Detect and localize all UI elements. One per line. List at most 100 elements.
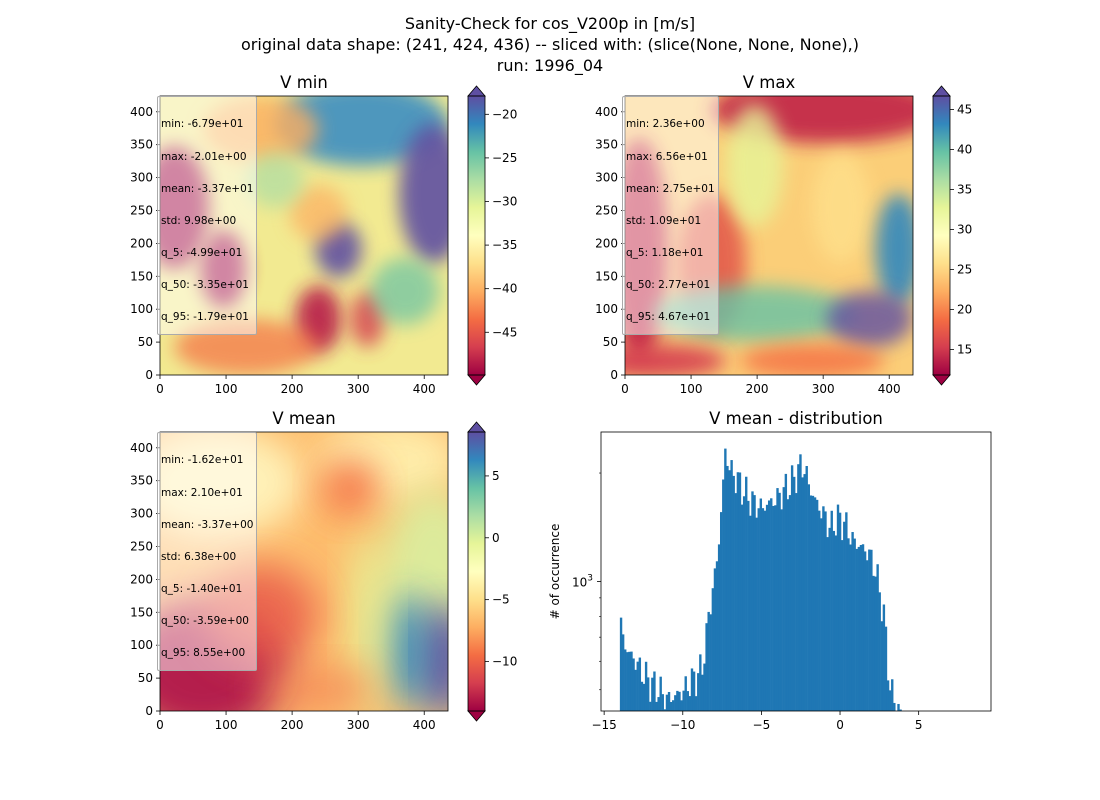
colorbar-tick-label: 45 <box>957 103 972 117</box>
x-tick-label: 300 <box>347 718 370 732</box>
histogram-bar <box>832 530 836 711</box>
vmin-stat-line: q_50: -3.35e+01 <box>161 278 249 291</box>
histogram-bar <box>709 614 712 711</box>
field-patch <box>347 529 388 711</box>
histogram-bar <box>801 477 804 711</box>
histogram-bar <box>838 512 842 711</box>
vmin-stat-line: q_5: -4.99e+01 <box>161 246 243 259</box>
histogram-bar <box>728 470 731 711</box>
histogram-bar <box>784 473 788 711</box>
field-patch <box>381 593 428 706</box>
histogram-bar <box>853 538 856 711</box>
histogram-bar <box>667 691 671 711</box>
x-tick-label: 200 <box>746 382 769 396</box>
colorbar-tick-label: −40 <box>492 282 517 296</box>
field-patch <box>625 344 726 375</box>
histogram-bar <box>868 549 871 711</box>
histogram-bar <box>820 518 823 711</box>
figure-title-line-1: Sanity-Check for cos_V200p in [m/s] <box>404 14 696 33</box>
histogram-bar <box>659 676 662 711</box>
y-tick-label: 350 <box>130 138 153 152</box>
y-tick-label: 50 <box>138 335 153 349</box>
colorbar-extend-max <box>467 421 486 433</box>
vmax-stat-line: max: 6.56e+01 <box>626 150 708 163</box>
plot-frame <box>600 431 992 712</box>
histogram-bar <box>834 535 838 711</box>
y-tick-label: 200 <box>130 572 153 586</box>
histogram-bar <box>795 493 798 711</box>
x-tick-label: 400 <box>878 382 901 396</box>
histogram-bar <box>813 497 817 711</box>
y-tick-label: 300 <box>595 171 618 185</box>
histogram-bar <box>807 484 810 711</box>
histogram-bar <box>736 472 740 711</box>
colorbar-tick-label: −10 <box>492 655 517 669</box>
histogram-bar <box>878 592 881 711</box>
vmean-stat-line: std: 6.38e+00 <box>161 550 237 563</box>
colorbar-extend-min <box>467 710 486 722</box>
histogram-bar <box>897 703 900 711</box>
x-tick-label: −15 <box>591 718 616 732</box>
colorbar-tick-label: −35 <box>492 238 517 252</box>
histogram-bar <box>891 679 894 711</box>
y-tick-label: 200 <box>130 236 153 250</box>
colorbar-extend-max <box>467 85 486 97</box>
y-tick-label: 250 <box>130 539 153 553</box>
histogram-bar <box>674 695 677 711</box>
histogram-bar <box>676 690 679 711</box>
x-tick-label: 100 <box>215 382 238 396</box>
histogram-bar <box>707 611 710 711</box>
histogram-bar <box>621 634 625 711</box>
histogram-bar <box>761 508 765 711</box>
figure-title-line-2: original data shape: (241, 424, 436) -- … <box>241 35 859 54</box>
histogram-bar <box>805 465 808 711</box>
colorbar <box>468 432 485 711</box>
vmean-stats-box: min: -1.62e+01 max: 2.10e+01 mean: -3.37… <box>157 432 258 672</box>
histogram-bar <box>886 680 890 711</box>
y-tick-label: 100 <box>595 302 618 316</box>
colorbar-tick-label: 15 <box>957 342 972 356</box>
histogram-bar <box>851 532 854 711</box>
histogram-bar <box>797 464 800 711</box>
x-tick-label: 0 <box>156 718 164 732</box>
histogram-bar <box>705 623 708 711</box>
histogram-bar <box>642 683 646 711</box>
colorbar-extend-min <box>467 374 486 386</box>
x-tick-label: 400 <box>413 382 436 396</box>
vmax-stats-box: min: 2.36e+00 max: 6.56e+01 mean: 2.75e+… <box>622 96 719 336</box>
histogram-bar <box>824 511 827 711</box>
histogram-bar <box>893 702 896 711</box>
histogram-bar <box>830 510 833 711</box>
y-tick-label: 103 <box>572 573 593 589</box>
histogram-bar <box>884 626 888 711</box>
histogram-bar <box>759 498 763 711</box>
histogram-bar <box>672 700 675 711</box>
histogram-bar <box>661 694 664 711</box>
histogram-bar <box>793 476 796 711</box>
histogram-bar <box>786 499 790 711</box>
colorbar-tick-label: 20 <box>957 302 972 316</box>
vmax-stat-line: q_95: 4.67e+01 <box>626 311 711 324</box>
histogram-bar <box>751 491 754 711</box>
x-tick-label: 200 <box>281 718 304 732</box>
vmin-stat-line: min: -6.79e+01 <box>161 118 244 131</box>
histogram-bar <box>870 549 873 711</box>
histogram-bar <box>686 691 690 711</box>
histogram-bar <box>626 652 629 711</box>
histogram-bar <box>692 671 696 711</box>
vmean-stat-line: min: -1.62e+01 <box>161 454 244 467</box>
x-tick-label: 100 <box>215 718 238 732</box>
histogram-bar <box>734 493 737 711</box>
x-tick-label: 0 <box>836 718 844 732</box>
histogram-bar <box>619 617 623 711</box>
histogram-bar <box>882 604 886 711</box>
histogram-bar <box>694 696 698 711</box>
histogram-bar <box>665 694 669 711</box>
histogram-bar <box>861 544 865 711</box>
y-tick-label: 50 <box>603 335 618 349</box>
field-patch <box>289 185 348 242</box>
vmean-stat-line: q_95: 8.55e+00 <box>161 647 246 660</box>
vmax-stat-line: q_50: 2.77e+01 <box>626 278 711 291</box>
histogram-bar <box>740 504 744 711</box>
histogram-bar <box>818 510 821 711</box>
